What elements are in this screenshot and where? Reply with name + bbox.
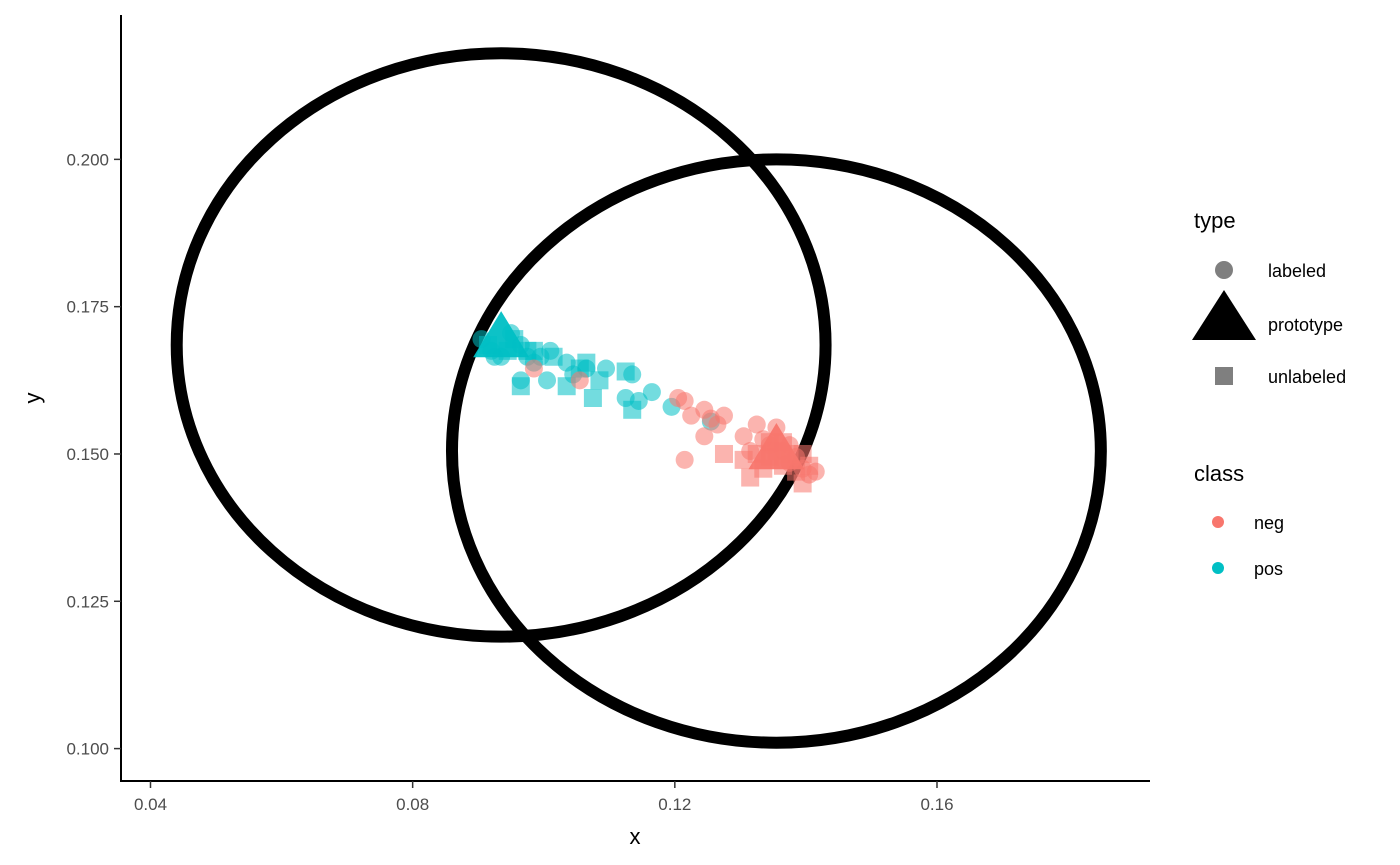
ellipse-1: [170, 47, 832, 643]
legend-key-pos: [1212, 562, 1224, 574]
pos-unlabeled-point-14: [623, 400, 642, 419]
prototype-layer: [473, 311, 805, 470]
y-tick-label: 0.150: [66, 445, 109, 464]
pos-unlabeled-point-5: [511, 377, 530, 396]
legend-label-unlabeled: unlabeled: [1268, 367, 1346, 387]
neg-prototype-marker: [748, 423, 805, 470]
legend-key-unlabeled: [1215, 367, 1233, 385]
neg-unlabeled-point-9: [793, 474, 812, 493]
y-tick-label: 0.100: [66, 740, 109, 759]
y-tick-label: 0.200: [66, 150, 109, 169]
legend-type: type labeled prototype unlabeled: [1192, 208, 1346, 387]
legend-type-title: type: [1194, 208, 1236, 233]
y-axis-ticks: 0.100 0.125 0.150 0.175 0.200: [66, 150, 121, 759]
pos-unlabeled-point-11: [590, 371, 609, 390]
neg-labeled-point-1: [524, 359, 543, 378]
x-tick-label: 0.04: [134, 795, 167, 814]
neg-labeled-point-4: [675, 391, 694, 410]
x-axis-ticks: 0.04 0.08 0.12 0.16: [134, 781, 954, 814]
x-axis-title: x: [630, 824, 641, 849]
neg-labeled-point-11: [675, 450, 694, 469]
legend-label-labeled: labeled: [1268, 261, 1326, 281]
pos-unlabeled-point-6: [524, 341, 543, 360]
neg-unlabeled-point-1: [714, 444, 733, 463]
neg-labeled-point-9: [714, 406, 733, 425]
legend-class-title: class: [1194, 461, 1244, 486]
y-tick-label: 0.125: [66, 592, 109, 611]
legend-key-neg: [1212, 516, 1224, 528]
pos-labeled-point-20: [642, 383, 661, 402]
pos-unlabeled-point-13: [583, 389, 602, 407]
legend-key-labeled: [1215, 261, 1233, 279]
x-tick-label: 0.12: [658, 795, 691, 814]
pos-labeled-point-12: [538, 371, 557, 390]
legend-label-neg: neg: [1254, 513, 1284, 533]
neg-labeled-point-2: [570, 371, 589, 390]
neg-labeled-point-12: [734, 427, 753, 446]
ellipse-2: [445, 153, 1107, 749]
pos-unlabeled-point-7: [544, 347, 563, 366]
x-tick-label: 0.16: [920, 795, 953, 814]
neg-unlabeled-point-14: [793, 444, 812, 463]
legend-label-pos: pos: [1254, 559, 1283, 579]
pos-unlabeled-point-10: [577, 353, 596, 372]
pos-unlabeled-point-12: [616, 362, 635, 381]
pos-prototype-marker: [473, 311, 530, 358]
neg-labeled-point-14: [747, 415, 766, 434]
y-tick-label: 0.175: [66, 298, 109, 317]
y-axis-title: y: [20, 393, 45, 404]
ellipse-layer: [170, 47, 1107, 749]
x-tick-label: 0.08: [396, 795, 429, 814]
neg-labeled-point-10: [695, 427, 714, 446]
legend-label-prototype: prototype: [1268, 315, 1343, 335]
legend-class: class neg pos: [1194, 461, 1284, 579]
legend-key-prototype: [1192, 290, 1256, 340]
